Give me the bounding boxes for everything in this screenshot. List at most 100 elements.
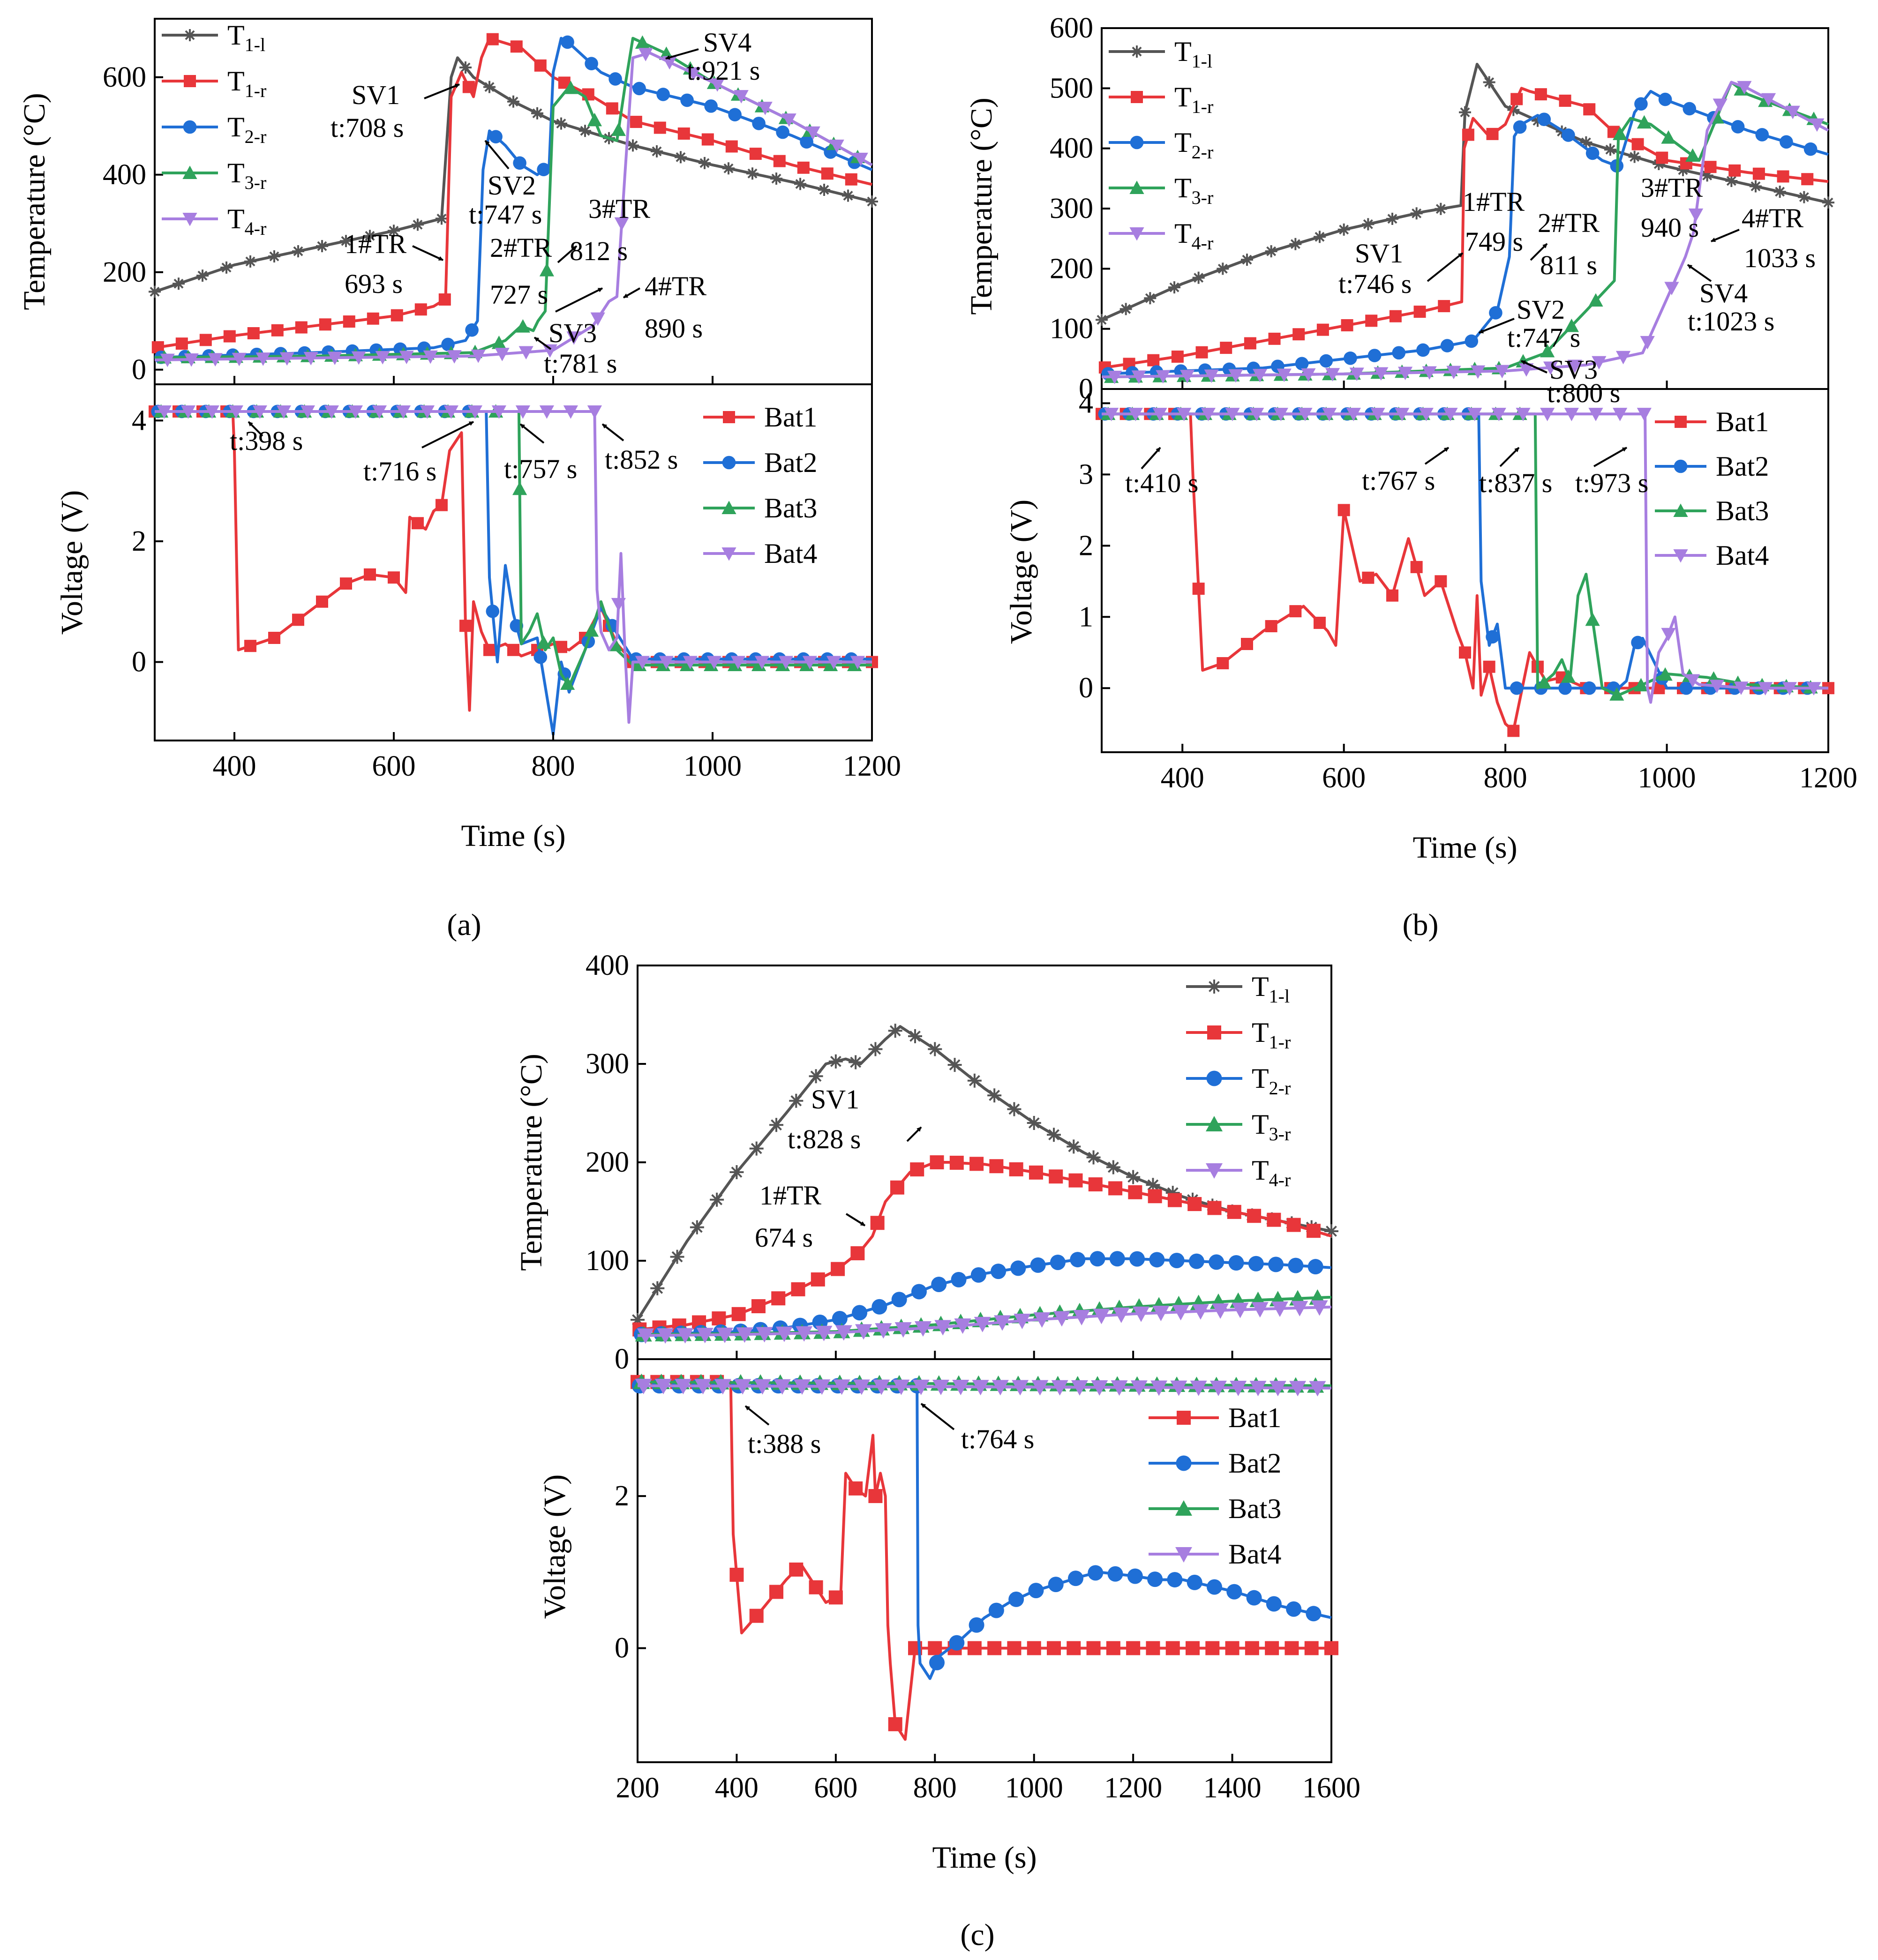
panel-b-legend-label: T4-r (1174, 218, 1213, 254)
panel-a-volt-marker-Bat4 (587, 405, 602, 419)
annot-4tr-time: 890 s (645, 313, 703, 344)
panel-a-temp-marker-T1-r (845, 173, 857, 186)
panel-b-temp-marker-T2-r (1513, 120, 1527, 134)
panel-a-legend-label: T1-r (227, 66, 266, 101)
panel-a-volt-marker-Bat4 (635, 656, 650, 670)
panel-c-volt-marker-Bat4 (853, 1379, 870, 1395)
panel-c-temp-marker-T1-l (1007, 1102, 1022, 1116)
annot-b-sv3-time: t:800 s (1547, 378, 1620, 408)
panel-a-temp-marker-T2-r (728, 108, 742, 121)
panel-a-xtick-label: 400 (213, 750, 256, 782)
panel-c-legend-marker (1207, 980, 1221, 994)
panel-a-legend-label: T3-r (227, 157, 266, 193)
panel-c-xlabel: Time (s) (932, 1840, 1037, 1875)
panel-b-volt-marker-Bat4 (1443, 408, 1458, 421)
panel-a-legend-subscript: 1-l (245, 34, 265, 55)
panel-b-temp-marker-T4-r (1640, 336, 1655, 350)
panel-c-temp-marker-T2-r (951, 1272, 967, 1287)
panel-b-volt-marker-Bat4 (1491, 408, 1506, 421)
panel-c-temp-marker-T1-l (868, 1042, 883, 1056)
panel-a-legend-label: T2-r (227, 112, 266, 147)
panel-c-volt-marker-Bat4 (813, 1379, 831, 1395)
panel-b-temp-marker-T1-r (1268, 332, 1281, 345)
annot-sv4: SV4 (703, 27, 751, 58)
panel-a-volt-marker-Bat1 (459, 620, 472, 632)
panel-c-temp-legend: T1-l T1-r T2-r T3-r T4-r (1186, 971, 1291, 1190)
panel-b-temp-ytick-label: 300 (1050, 193, 1093, 224)
panel-b-volt-marker-Bat4 (1177, 408, 1192, 421)
panel-a-temp-marker-T4-r (566, 331, 581, 345)
panel-b-volt-marker-Bat2 (1582, 681, 1596, 695)
panel-a-temp-marker-T4-r (279, 352, 294, 366)
panel-c-legend-label: T2-r (1252, 1063, 1291, 1099)
panel-a-temp-marker-T4-r (208, 353, 223, 367)
panel-c-volt-marker-Bat4 (912, 1379, 930, 1395)
panel-a-temp-marker-T1-r (534, 59, 547, 72)
panel-c-temp-marker-T2-r (1109, 1251, 1125, 1267)
panel-a-volt-marker-Bat3 (536, 635, 551, 649)
panel-c-temp-marker-T4-r (1053, 1311, 1070, 1327)
panel-c-temp-marker-T1-l (1086, 1150, 1101, 1165)
panel-c-temp-marker-T1-l (749, 1141, 764, 1156)
panel-c-volt-marker-Bat4 (972, 1380, 989, 1396)
panel-a-temp-marker-T1-r (367, 312, 379, 325)
panel-a-temp-legend: T1-l T1-r T2-r T3-r T4-r (162, 20, 266, 239)
panel-c-volt-marker-Bat2 (1246, 1590, 1262, 1606)
panel-b-volt-marker-Bat1 (1241, 638, 1253, 651)
panel-b-volt-frame (1101, 388, 1829, 753)
panel-c-volt-marker-Bat2 (1107, 1566, 1123, 1582)
annot-2tr-arrow (557, 245, 578, 263)
panel-c-temp-marker-T1-l (967, 1073, 982, 1088)
panel-c-temp-marker-T4-r (894, 1322, 912, 1338)
panel-c-volt-marker-Bat4 (952, 1380, 969, 1396)
panel-c-temp-marker-T1-l (1106, 1160, 1120, 1175)
panel-a-volt-ytick-label: 0 (132, 646, 146, 678)
panel-c-volt-marker-Bat1 (729, 1568, 744, 1582)
panel-c-temp-marker-T1-r (870, 1216, 885, 1230)
panel-c-volt-marker-Bat4 (675, 1379, 692, 1395)
panel-b-legend-marker (1674, 459, 1688, 473)
panel-c-temp-marker-T4-r (1014, 1314, 1031, 1330)
panel-c-legend-subscript: 1-r (1269, 1032, 1291, 1053)
panel-c-temp-marker-T4-r (1212, 1303, 1229, 1319)
panel-b-legend-marker (1675, 416, 1687, 428)
panel-b-volt-marker-Bat1 (1337, 504, 1350, 516)
panel-c-temp-marker-T2-r (931, 1276, 947, 1292)
panel-a-volt-marker-Bat4 (300, 405, 315, 419)
panel-c-legend-subscript: 3-r (1269, 1123, 1291, 1145)
panel-b-legend-subscript: 2-r (1192, 142, 1214, 163)
panel-a-volt-marker-Bat2 (533, 650, 548, 664)
panel-b-volt-marker-Bat4 (1467, 408, 1482, 421)
panel-b-xtick-label: 600 (1322, 762, 1366, 794)
panel-b-volt-marker-Bat4 (1516, 408, 1531, 421)
panel-c-volt-marker-Bat4 (1170, 1380, 1187, 1396)
annot-1tr-time: 693 s (345, 269, 403, 299)
panel-c-temp-ylabel: Temperature (°C) (514, 1054, 548, 1271)
panel-c-temp-marker-T1-l (729, 1165, 744, 1179)
annot-sv2: SV2 (488, 170, 536, 201)
panel-b-temp-marker-T4-r (1592, 356, 1607, 370)
panel-c-temp-marker-T1-l (690, 1220, 704, 1234)
panel-a-xtick-label: 1200 (843, 750, 901, 782)
panel-b-legend-label: T1-l (1174, 36, 1212, 72)
panel-b-temp-marker-T3-r (1685, 148, 1700, 162)
panel-a-temp-marker-T1-r (701, 133, 714, 146)
panel-b-temp-marker-T2-r (1803, 142, 1818, 156)
panel-b-temp-marker-T1-r (1656, 151, 1668, 164)
panel-b-volt-marker-Bat4 (1661, 628, 1676, 642)
panel-a-volt-marker-Bat4 (491, 405, 506, 419)
panel-c-temp-marker-T4-r (775, 1326, 793, 1342)
panel-c-legend-subscript: 2-r (1269, 1077, 1291, 1099)
panel-a-volt-marker-Bat4 (157, 405, 172, 419)
panel-c-label: (c) (960, 1918, 994, 1952)
panel-c-temp-marker-T2-r (1228, 1255, 1244, 1271)
annot-b-sv3-arrow (1521, 360, 1547, 374)
panel-b-volt-legend: Bat1 Bat2 Bat3 Bat4 (1655, 406, 1769, 571)
panel-a-temp-marker-T4-r (853, 152, 868, 166)
panel-c-temp-marker-T4-r (1192, 1304, 1209, 1320)
panel-b-temp-marker-T1-r (1316, 323, 1329, 336)
panel-b-temp-ytick-label: 500 (1050, 72, 1093, 104)
panel-a-temp-marker-T1-l (507, 95, 519, 108)
panel-b-legend-marker (1130, 135, 1144, 150)
